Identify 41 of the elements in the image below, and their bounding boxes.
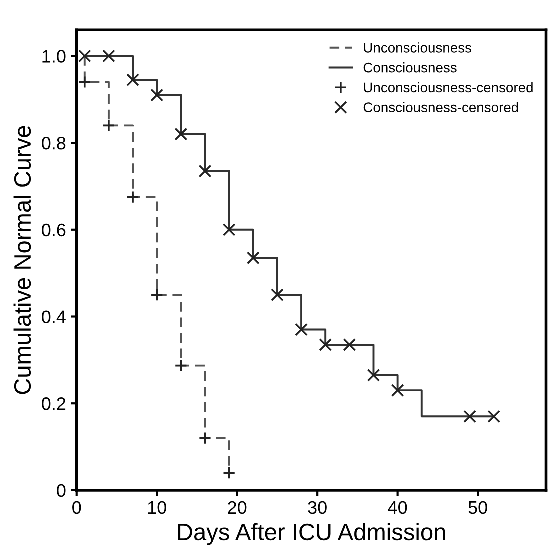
y-tick-label: 0.4 xyxy=(42,310,66,324)
point xyxy=(78,50,92,63)
x-axis-title: Days After ICU Admission xyxy=(178,523,446,546)
point xyxy=(391,384,404,398)
point xyxy=(198,164,212,178)
point xyxy=(488,410,501,424)
point xyxy=(174,359,188,372)
y-tick-label: 0.6 xyxy=(42,224,66,237)
point xyxy=(246,252,260,265)
x-tick-label: 20 xyxy=(228,501,247,514)
legend-label: Consciousness-censored xyxy=(364,102,518,113)
point xyxy=(464,410,476,424)
point xyxy=(198,432,212,445)
x-tick-label: 10 xyxy=(148,501,166,514)
y-tick-label: 1.0 xyxy=(42,50,66,63)
x-tick-label: 30 xyxy=(308,501,327,514)
point xyxy=(150,288,164,302)
point xyxy=(222,466,236,480)
point xyxy=(295,323,308,336)
y-tick-label: 0.2 xyxy=(42,398,66,410)
point xyxy=(367,368,380,382)
y-tick-label: 0 xyxy=(57,484,66,498)
point xyxy=(319,338,332,352)
legend-label: Unconsciousness xyxy=(364,42,472,53)
point xyxy=(102,119,116,132)
point xyxy=(126,190,140,204)
x-tick-label: 50 xyxy=(468,501,488,514)
x-tick-label: 40 xyxy=(388,501,408,514)
point xyxy=(343,338,356,352)
point xyxy=(222,223,236,236)
point xyxy=(102,50,116,63)
point xyxy=(150,88,164,102)
point xyxy=(174,128,188,141)
point xyxy=(270,288,284,302)
point xyxy=(78,76,92,89)
point xyxy=(126,74,140,87)
x-tick-label: 0 xyxy=(72,501,82,514)
legend-label: Consciousness xyxy=(364,62,457,73)
y-axis-title: Cumulative Normal Curve xyxy=(14,126,32,394)
y-tick-label: 0.8 xyxy=(42,136,66,150)
legend-label: Unconsciousness-censored xyxy=(364,82,533,93)
